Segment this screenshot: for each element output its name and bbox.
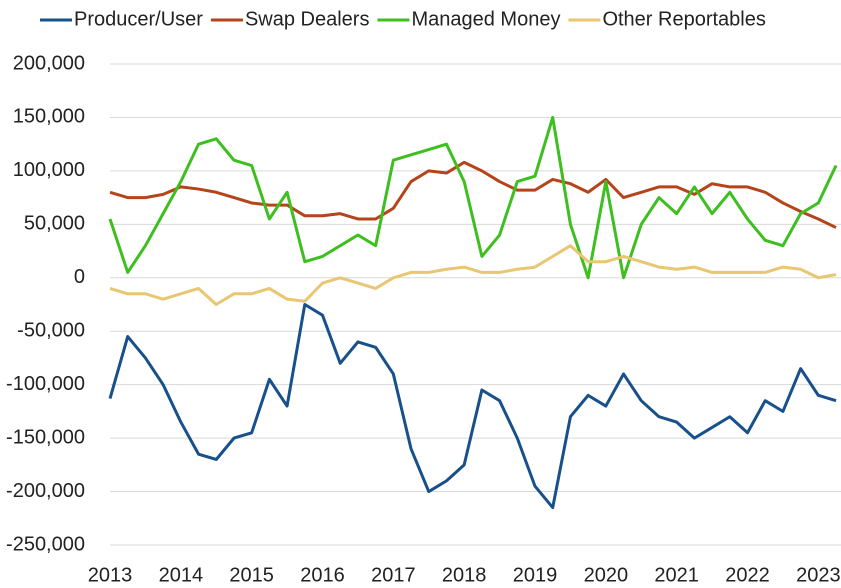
x-tick-label: 2022 (725, 564, 770, 586)
y-tick-label: 0 (74, 266, 85, 288)
y-tick-label: 50,000 (24, 213, 85, 235)
y-tick-label: -50,000 (17, 320, 85, 342)
x-tick-label: 2015 (229, 564, 274, 586)
x-tick-label: 2020 (584, 564, 629, 586)
y-tick-label: -200,000 (6, 480, 85, 502)
y-tick-label: -250,000 (6, 533, 85, 555)
legend-label: Other Reportables (602, 8, 765, 30)
series-line (108, 115, 838, 280)
y-tick-label: 150,000 (13, 106, 85, 128)
legend-label: Producer/User (74, 8, 203, 30)
x-tick-label: 2014 (159, 564, 204, 586)
y-tick-label: 200,000 (13, 52, 85, 74)
y-tick-label: -150,000 (6, 426, 85, 448)
x-tick-label: 2013 (88, 564, 133, 586)
x-tick-label: 2016 (300, 564, 345, 586)
x-tick-label: 2018 (442, 564, 487, 586)
series-line (108, 303, 837, 510)
series-line (109, 160, 837, 229)
legend-label: Managed Money (411, 8, 560, 30)
x-tick-label: 2021 (654, 564, 699, 586)
legend-label: Swap Dealers (245, 8, 370, 30)
x-tick-label: 2023 (796, 564, 841, 586)
y-tick-label: -100,000 (6, 373, 85, 395)
x-tick-label: 2017 (371, 564, 416, 586)
y-tick-label: 100,000 (13, 159, 85, 181)
series-line (109, 244, 837, 306)
x-tick-label: 2019 (513, 564, 558, 586)
